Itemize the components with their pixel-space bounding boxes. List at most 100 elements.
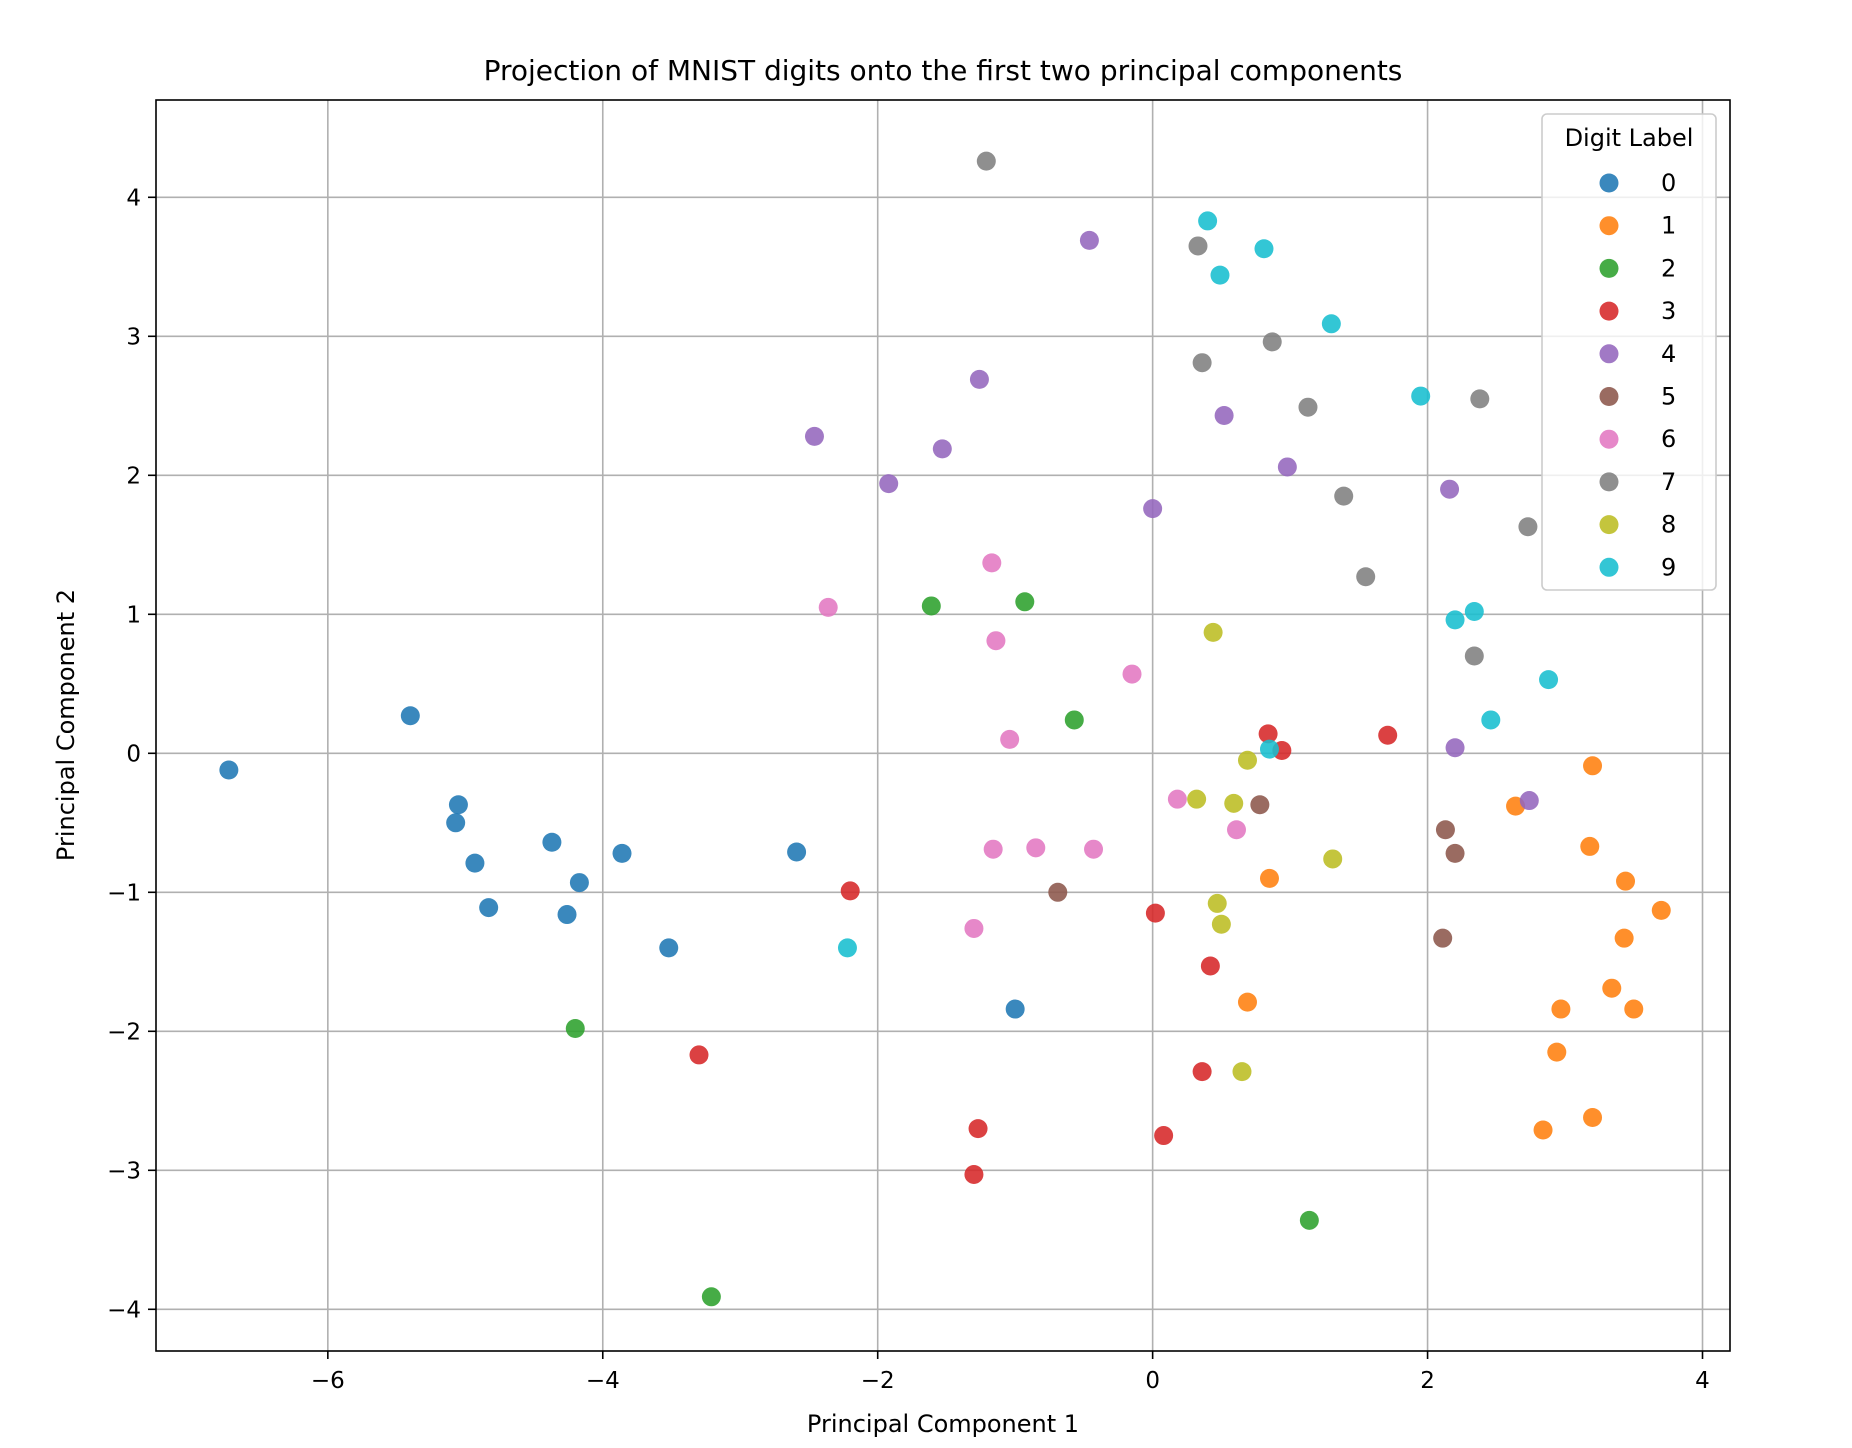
data-point-digit-1 <box>1616 871 1636 891</box>
data-point-digit-9 <box>1445 610 1465 630</box>
legend-marker-4 <box>1599 344 1619 364</box>
data-point-digit-8 <box>1237 750 1257 770</box>
data-point-digit-2 <box>1299 1210 1319 1230</box>
data-point-digit-6 <box>1084 839 1104 859</box>
x-axis-label: Principal Component 1 <box>807 1410 1079 1438</box>
data-point-digit-3 <box>968 1119 988 1139</box>
data-point-digit-7 <box>1334 486 1354 506</box>
data-point-digit-3 <box>1378 725 1398 745</box>
y-tick-label: −3 <box>107 1158 141 1184</box>
data-point-digit-1 <box>1547 1042 1567 1062</box>
data-point-digit-1 <box>1580 836 1600 856</box>
data-point-digit-1 <box>1237 992 1257 1012</box>
legend-marker-0 <box>1599 173 1619 193</box>
data-point-digit-8 <box>1211 914 1231 934</box>
y-tick-label: −2 <box>107 1019 141 1045</box>
data-point-digit-6 <box>1167 789 1187 809</box>
x-tick-label: 4 <box>1695 1368 1710 1394</box>
data-point-digit-2 <box>701 1287 721 1307</box>
data-point-digit-1 <box>1651 900 1671 920</box>
data-point-digit-6 <box>983 839 1003 859</box>
data-point-digit-1 <box>1602 978 1622 998</box>
data-point-digit-5 <box>1250 795 1270 815</box>
data-point-digit-6 <box>1122 664 1142 684</box>
data-point-digit-5 <box>1435 820 1455 840</box>
data-point-digit-4 <box>1277 457 1297 477</box>
data-point-digit-1 <box>1583 1107 1603 1127</box>
data-point-digit-3 <box>840 881 860 901</box>
legend-marker-7 <box>1599 472 1619 492</box>
data-point-digit-5 <box>1433 928 1453 948</box>
data-point-digit-8 <box>1224 793 1244 813</box>
y-tick-label: −4 <box>107 1297 141 1323</box>
data-point-digit-1 <box>1614 928 1634 948</box>
data-point-digit-2 <box>1015 592 1035 612</box>
data-point-digit-6 <box>1226 820 1246 840</box>
y-tick-label: 4 <box>126 185 141 211</box>
legend-marker-9 <box>1599 557 1619 577</box>
data-point-digit-0 <box>787 842 807 862</box>
data-point-digit-4 <box>1440 479 1460 499</box>
data-point-digit-8 <box>1323 849 1343 869</box>
y-axis-label: Principal Component 2 <box>52 589 80 861</box>
data-point-digit-8 <box>1203 622 1223 642</box>
data-point-digit-1 <box>1533 1120 1553 1140</box>
data-point-digit-6 <box>982 553 1002 573</box>
data-point-digit-3 <box>1145 903 1165 923</box>
data-point-digit-3 <box>1154 1126 1174 1146</box>
legend-marker-3 <box>1599 301 1619 321</box>
data-point-digit-7 <box>1192 353 1212 373</box>
data-point-digit-7 <box>1518 517 1538 537</box>
data-point-digit-9 <box>1539 670 1559 690</box>
legend-marker-5 <box>1599 387 1619 406</box>
data-point-digit-2 <box>921 596 941 616</box>
data-point-digit-4 <box>969 369 989 389</box>
data-point-digit-9 <box>1464 602 1484 622</box>
legend-label-7: 7 <box>1661 468 1676 496</box>
data-point-digit-1 <box>1624 999 1644 1019</box>
data-point-digit-7 <box>1262 332 1282 352</box>
data-point-digit-0 <box>400 706 420 726</box>
data-point-digit-7 <box>1464 646 1484 666</box>
x-tick-label: 2 <box>1420 1368 1435 1394</box>
x-tick-label: −6 <box>311 1368 345 1394</box>
data-point-digit-3 <box>1200 956 1220 976</box>
y-tick-label: 3 <box>126 324 141 350</box>
data-point-digit-6 <box>1000 729 1020 749</box>
data-point-digit-9 <box>1259 739 1279 759</box>
data-point-digit-9 <box>1411 386 1431 406</box>
data-point-digit-5 <box>1445 843 1465 863</box>
data-point-digit-6 <box>818 597 838 617</box>
data-point-digit-7 <box>1470 389 1490 409</box>
data-point-digit-0 <box>659 938 679 958</box>
data-point-digit-4 <box>1445 738 1465 758</box>
legend-box <box>1541 113 1717 591</box>
data-point-digit-3 <box>689 1045 709 1065</box>
data-point-digit-2 <box>565 1019 585 1039</box>
legend-label-1: 1 <box>1661 212 1676 240</box>
data-point-digit-3 <box>1258 724 1278 744</box>
data-point-digit-6 <box>964 918 984 938</box>
data-point-digit-4 <box>1519 791 1539 811</box>
y-tick-label: −1 <box>107 880 141 906</box>
legend-label-3: 3 <box>1661 297 1676 325</box>
plot-area-frame <box>155 99 1731 1352</box>
x-tick-label: −2 <box>861 1368 895 1394</box>
data-point-digit-0 <box>569 873 589 893</box>
y-tick-label: 1 <box>126 602 141 628</box>
data-point-digit-3 <box>964 1164 984 1184</box>
x-tick-label: −4 <box>586 1368 620 1394</box>
legend-marker-8 <box>1599 515 1619 535</box>
data-point-digit-2 <box>1064 710 1084 730</box>
data-point-digit-9 <box>1198 211 1218 231</box>
data-point-digit-6 <box>1026 838 1046 858</box>
data-point-digit-8 <box>1187 789 1207 809</box>
data-point-digit-0 <box>479 898 499 918</box>
y-tick-label: 0 <box>126 741 141 767</box>
data-point-digit-0 <box>446 813 466 833</box>
data-point-digit-0 <box>612 843 632 863</box>
data-point-digit-0 <box>542 832 562 852</box>
data-point-digit-9 <box>1210 265 1230 285</box>
legend-label-6: 6 <box>1661 425 1676 453</box>
